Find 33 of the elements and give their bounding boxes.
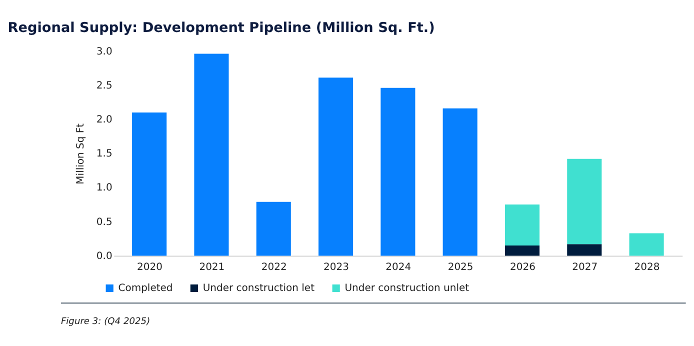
bar	[629, 233, 664, 256]
x-tick-label: 2027	[572, 262, 598, 273]
bar	[442, 108, 478, 256]
bar	[256, 202, 291, 256]
x-tick-label: 2022	[261, 262, 287, 273]
bar	[504, 245, 540, 256]
y-tick-label: 1.5	[96, 148, 112, 160]
x-tick-label: 2026	[510, 262, 536, 273]
x-tick-label: 2020	[137, 262, 162, 273]
x-tick-label: 2021	[199, 262, 225, 273]
y-tick-label: 0.0	[96, 250, 112, 262]
bar	[567, 158, 602, 244]
x-tick-label: 2028	[634, 262, 660, 273]
x-tick-label: 2024	[386, 262, 412, 273]
y-axis-title: Million Sq Ft	[76, 123, 87, 184]
x-tick-label: 2023	[324, 262, 349, 273]
bar	[318, 78, 354, 256]
x-tick-label: 2025	[448, 262, 474, 273]
y-tick-label: 0.5	[96, 216, 112, 228]
bar	[567, 244, 602, 256]
y-tick-label: 2.0	[96, 114, 112, 126]
legend-label: Completed	[118, 282, 173, 294]
y-tick-label: 2.5	[96, 80, 112, 92]
bar	[194, 54, 229, 256]
y-tick-label: 1.0	[96, 182, 112, 194]
bar	[504, 204, 540, 246]
legend-label: Under construction unlet	[344, 282, 470, 294]
caption: Figure 3: (Q4 2025)	[60, 316, 150, 327]
bar	[380, 88, 416, 256]
bar	[132, 112, 167, 256]
chart-title: Regional Supply: Development Pipeline (Million Sq. Ft.)	[8, 20, 435, 36]
y-tick-label: 3.0	[96, 46, 112, 58]
legend-label: Under construction let	[202, 282, 315, 294]
